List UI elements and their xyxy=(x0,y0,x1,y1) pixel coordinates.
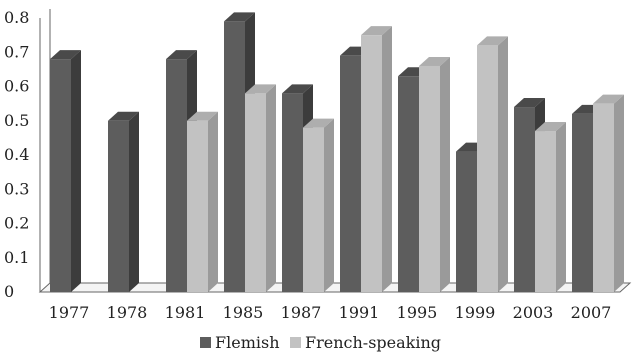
bar-top xyxy=(166,50,197,60)
bar-side xyxy=(498,36,508,293)
bar-side xyxy=(382,26,392,292)
bar-top xyxy=(303,118,334,128)
bar-side xyxy=(614,94,624,292)
bar-side xyxy=(208,111,218,292)
x-tick-label: 1985 xyxy=(223,303,264,322)
bar-side xyxy=(129,111,139,292)
y-tick-label: 0.7 xyxy=(4,42,29,61)
x-axis: 1977 1978 1981 1985 1987 1991 1995 1999 2003 2007 xyxy=(49,303,612,322)
bar-front xyxy=(535,131,556,292)
x-tick-label: 1995 xyxy=(397,303,438,322)
bar-top xyxy=(361,26,392,36)
x-tick-label: 1981 xyxy=(165,303,206,322)
legend-french-speaking: French-speaking xyxy=(290,333,441,352)
bar-top xyxy=(245,84,276,94)
bar-front xyxy=(108,120,129,292)
bar-front xyxy=(340,55,361,292)
bar-front xyxy=(419,65,440,292)
x-tick-label: 1999 xyxy=(455,303,496,322)
bar-side xyxy=(440,56,450,293)
bar-front xyxy=(398,76,419,292)
bar-french-speaking-1987 xyxy=(303,118,334,292)
y-tick-label: 0 xyxy=(4,282,14,301)
bar-top xyxy=(224,12,255,22)
legend-swatch xyxy=(200,337,211,348)
y-tick-label: 0.5 xyxy=(4,111,29,130)
bar-front xyxy=(166,59,187,292)
x-tick-label: 2007 xyxy=(571,303,612,322)
y-axis: 0 0.1 0.2 0.3 0.4 0.5 0.6 0.7 0.8 xyxy=(4,8,29,301)
bar-front xyxy=(572,113,593,293)
y-tick-label: 0.3 xyxy=(4,179,29,198)
y-tick-label: 0.4 xyxy=(4,145,29,164)
legend: Flemish French-speaking xyxy=(200,333,441,352)
bar-flemish-1977 xyxy=(50,50,81,292)
bar-front xyxy=(514,107,535,292)
bar-french-speaking-1995 xyxy=(419,56,450,293)
bar-side xyxy=(71,50,81,292)
bar-front xyxy=(303,127,324,292)
bar-flemish-1981 xyxy=(166,50,197,292)
bar-flemish-1978 xyxy=(108,111,139,292)
bars xyxy=(50,12,624,293)
legend-swatch xyxy=(290,337,301,348)
bar-front xyxy=(593,103,614,292)
bar-front xyxy=(187,120,208,292)
y-tick-label: 0.8 xyxy=(4,8,29,27)
bar-french-speaking-1981 xyxy=(187,111,218,292)
bar-french-speaking-1985 xyxy=(245,84,276,292)
bar-top xyxy=(514,98,545,108)
bar-top xyxy=(108,111,139,121)
bar-french-speaking-1999 xyxy=(477,36,508,293)
bar-top xyxy=(535,122,566,132)
bar-front xyxy=(477,45,498,293)
legend-label: Flemish xyxy=(215,333,280,352)
bar-top xyxy=(50,50,81,60)
bar-french-speaking-2007 xyxy=(593,94,624,292)
bar-french-speaking-2003 xyxy=(535,122,566,293)
bar-top xyxy=(187,111,218,121)
bar-top xyxy=(477,36,508,46)
bar-front xyxy=(245,93,266,292)
y-tick-label: 0.6 xyxy=(4,77,29,96)
bar-side xyxy=(324,118,334,292)
bar-top xyxy=(419,56,450,66)
x-tick-label: 1978 xyxy=(107,303,148,322)
bar-side xyxy=(556,122,566,293)
x-tick-label: 1987 xyxy=(281,303,322,322)
x-tick-label: 1977 xyxy=(49,303,90,322)
y-tick-label: 0.2 xyxy=(4,214,29,233)
bar-top xyxy=(593,94,624,104)
bar-top xyxy=(282,84,313,94)
legend-label: French-speaking xyxy=(305,333,441,352)
bar-front xyxy=(50,59,71,292)
bar-front xyxy=(361,35,382,292)
bar-french-speaking-1991 xyxy=(361,26,392,292)
x-tick-label: 2003 xyxy=(513,303,554,322)
bar-side xyxy=(266,84,276,292)
bar-front xyxy=(224,21,245,293)
y-tick-label: 0.1 xyxy=(4,248,29,267)
bar-front xyxy=(282,93,303,292)
legend-flemish: Flemish xyxy=(200,333,280,352)
bar-front xyxy=(456,151,477,292)
x-tick-label: 1991 xyxy=(339,303,380,322)
